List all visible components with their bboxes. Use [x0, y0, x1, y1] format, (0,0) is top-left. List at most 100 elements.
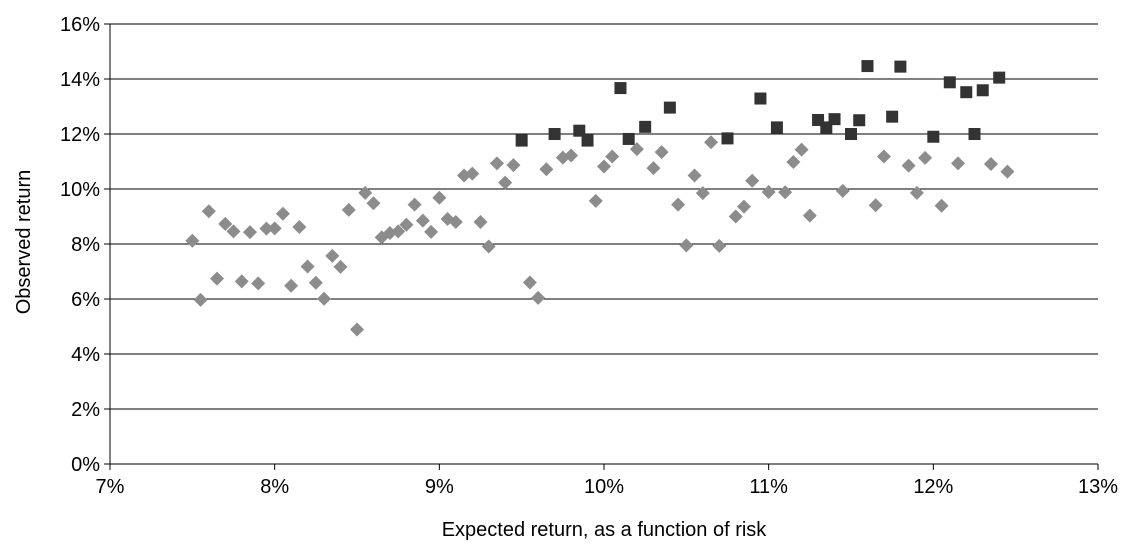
x-tick-label: 10%: [584, 476, 624, 498]
data-point-diamond: [909, 185, 924, 200]
data-point-diamond: [325, 248, 340, 263]
data-point-diamond: [531, 290, 546, 305]
data-point-diamond: [481, 239, 496, 254]
data-point-diamond: [267, 221, 282, 236]
data-point-diamond: [745, 173, 760, 188]
data-point-square: [894, 60, 907, 73]
data-point-diamond: [300, 259, 315, 274]
data-point-square: [754, 92, 767, 105]
data-point-diamond: [242, 225, 257, 240]
y-tick-label: 2%: [71, 399, 100, 421]
data-point-square: [663, 101, 676, 114]
data-point-diamond: [251, 276, 266, 291]
data-point-square: [960, 86, 973, 99]
data-point-diamond: [193, 292, 208, 307]
data-point-diamond: [358, 185, 373, 200]
data-point-diamond: [366, 196, 381, 211]
data-point-square: [770, 121, 783, 134]
x-tick-label: 7%: [96, 476, 125, 498]
data-point-diamond: [983, 156, 998, 171]
data-point-diamond: [695, 186, 710, 201]
x-axis-title: Expected return, as a function of risk: [442, 519, 768, 541]
data-point-diamond: [1000, 164, 1015, 179]
data-point-diamond: [506, 158, 521, 173]
data-point-diamond: [201, 204, 216, 219]
y-tick-label: 10%: [60, 179, 100, 201]
data-point-diamond: [802, 208, 817, 223]
data-point-diamond: [465, 166, 480, 181]
x-tick-label: 9%: [425, 476, 454, 498]
data-point-diamond: [391, 224, 406, 239]
data-point-square: [581, 134, 594, 147]
data-point-diamond: [259, 221, 274, 236]
data-point-square: [976, 84, 989, 97]
data-point-diamond: [597, 159, 611, 174]
data-point-square: [943, 76, 956, 89]
data-point-diamond: [951, 156, 966, 171]
data-point-diamond: [275, 206, 290, 221]
data-point-diamond: [489, 156, 504, 171]
data-point-diamond: [679, 238, 694, 253]
data-point-diamond: [341, 202, 356, 217]
y-tick-label: 8%: [71, 234, 100, 256]
data-point-diamond: [308, 275, 323, 290]
data-point-diamond: [794, 142, 809, 157]
data-point-square: [845, 128, 857, 140]
data-point-diamond: [539, 162, 554, 177]
axes: [104, 23, 1099, 470]
data-point-square: [820, 121, 833, 134]
data-point-square: [622, 132, 635, 145]
data-point-square: [573, 124, 586, 137]
data-point-diamond: [868, 198, 883, 213]
y-tick-label: 12%: [60, 124, 100, 146]
data-point-diamond: [835, 183, 850, 198]
data-point-square: [828, 113, 841, 126]
data-point-diamond: [317, 291, 332, 306]
data-point-diamond: [424, 224, 439, 239]
data-point-diamond: [646, 161, 661, 176]
x-tick-label: 8%: [260, 476, 289, 498]
data-point-diamond: [292, 219, 307, 234]
data-point-diamond: [712, 238, 727, 253]
data-point-diamond: [629, 142, 644, 157]
data-point-diamond: [473, 215, 488, 229]
data-point-diamond: [432, 190, 447, 205]
data-point-diamond: [185, 233, 200, 248]
y-tick-label: 0%: [71, 454, 100, 476]
data-point-diamond: [415, 213, 430, 228]
data-point-diamond: [210, 271, 225, 286]
data-point-diamond: [654, 145, 669, 160]
data-point-square: [614, 82, 627, 95]
data-point-diamond: [934, 198, 949, 213]
data-point-diamond: [218, 216, 233, 231]
data-point-square: [639, 120, 652, 133]
data-point-diamond: [736, 199, 751, 214]
data-point-diamond: [284, 278, 299, 293]
data-point-diamond: [876, 149, 891, 164]
data-point-diamond: [234, 274, 249, 289]
data-point-diamond: [687, 168, 702, 183]
y-tick-label: 6%: [71, 289, 100, 311]
x-tick-label: 11%: [749, 476, 788, 498]
data-point-diamond: [448, 215, 463, 229]
y-tick-labels: 0% 2% 4% 6% 8% 10% 12% 14% 16%: [60, 14, 100, 476]
y-tick-label: 16%: [60, 14, 100, 36]
x-tick-label: 12%: [913, 476, 953, 498]
data-point-square: [968, 128, 981, 140]
data-point-diamond: [671, 197, 686, 212]
data-point-diamond: [761, 185, 776, 200]
data-point-square: [548, 128, 561, 140]
data-point-diamond: [778, 185, 793, 200]
data-point-diamond: [786, 155, 801, 170]
data-point-diamond: [918, 150, 933, 165]
data-point-diamond: [407, 197, 422, 212]
x-tick-label: 13%: [1078, 476, 1118, 498]
data-point-diamond: [704, 135, 719, 150]
y-tick-label: 14%: [60, 69, 100, 91]
data-point-diamond: [728, 209, 743, 224]
data-point-square: [993, 71, 1006, 84]
x-tick-labels: 7% 8% 9% 10% 11% 12% 13%: [96, 476, 1119, 498]
data-point-square: [721, 132, 734, 145]
data-point-diamond: [588, 193, 603, 208]
